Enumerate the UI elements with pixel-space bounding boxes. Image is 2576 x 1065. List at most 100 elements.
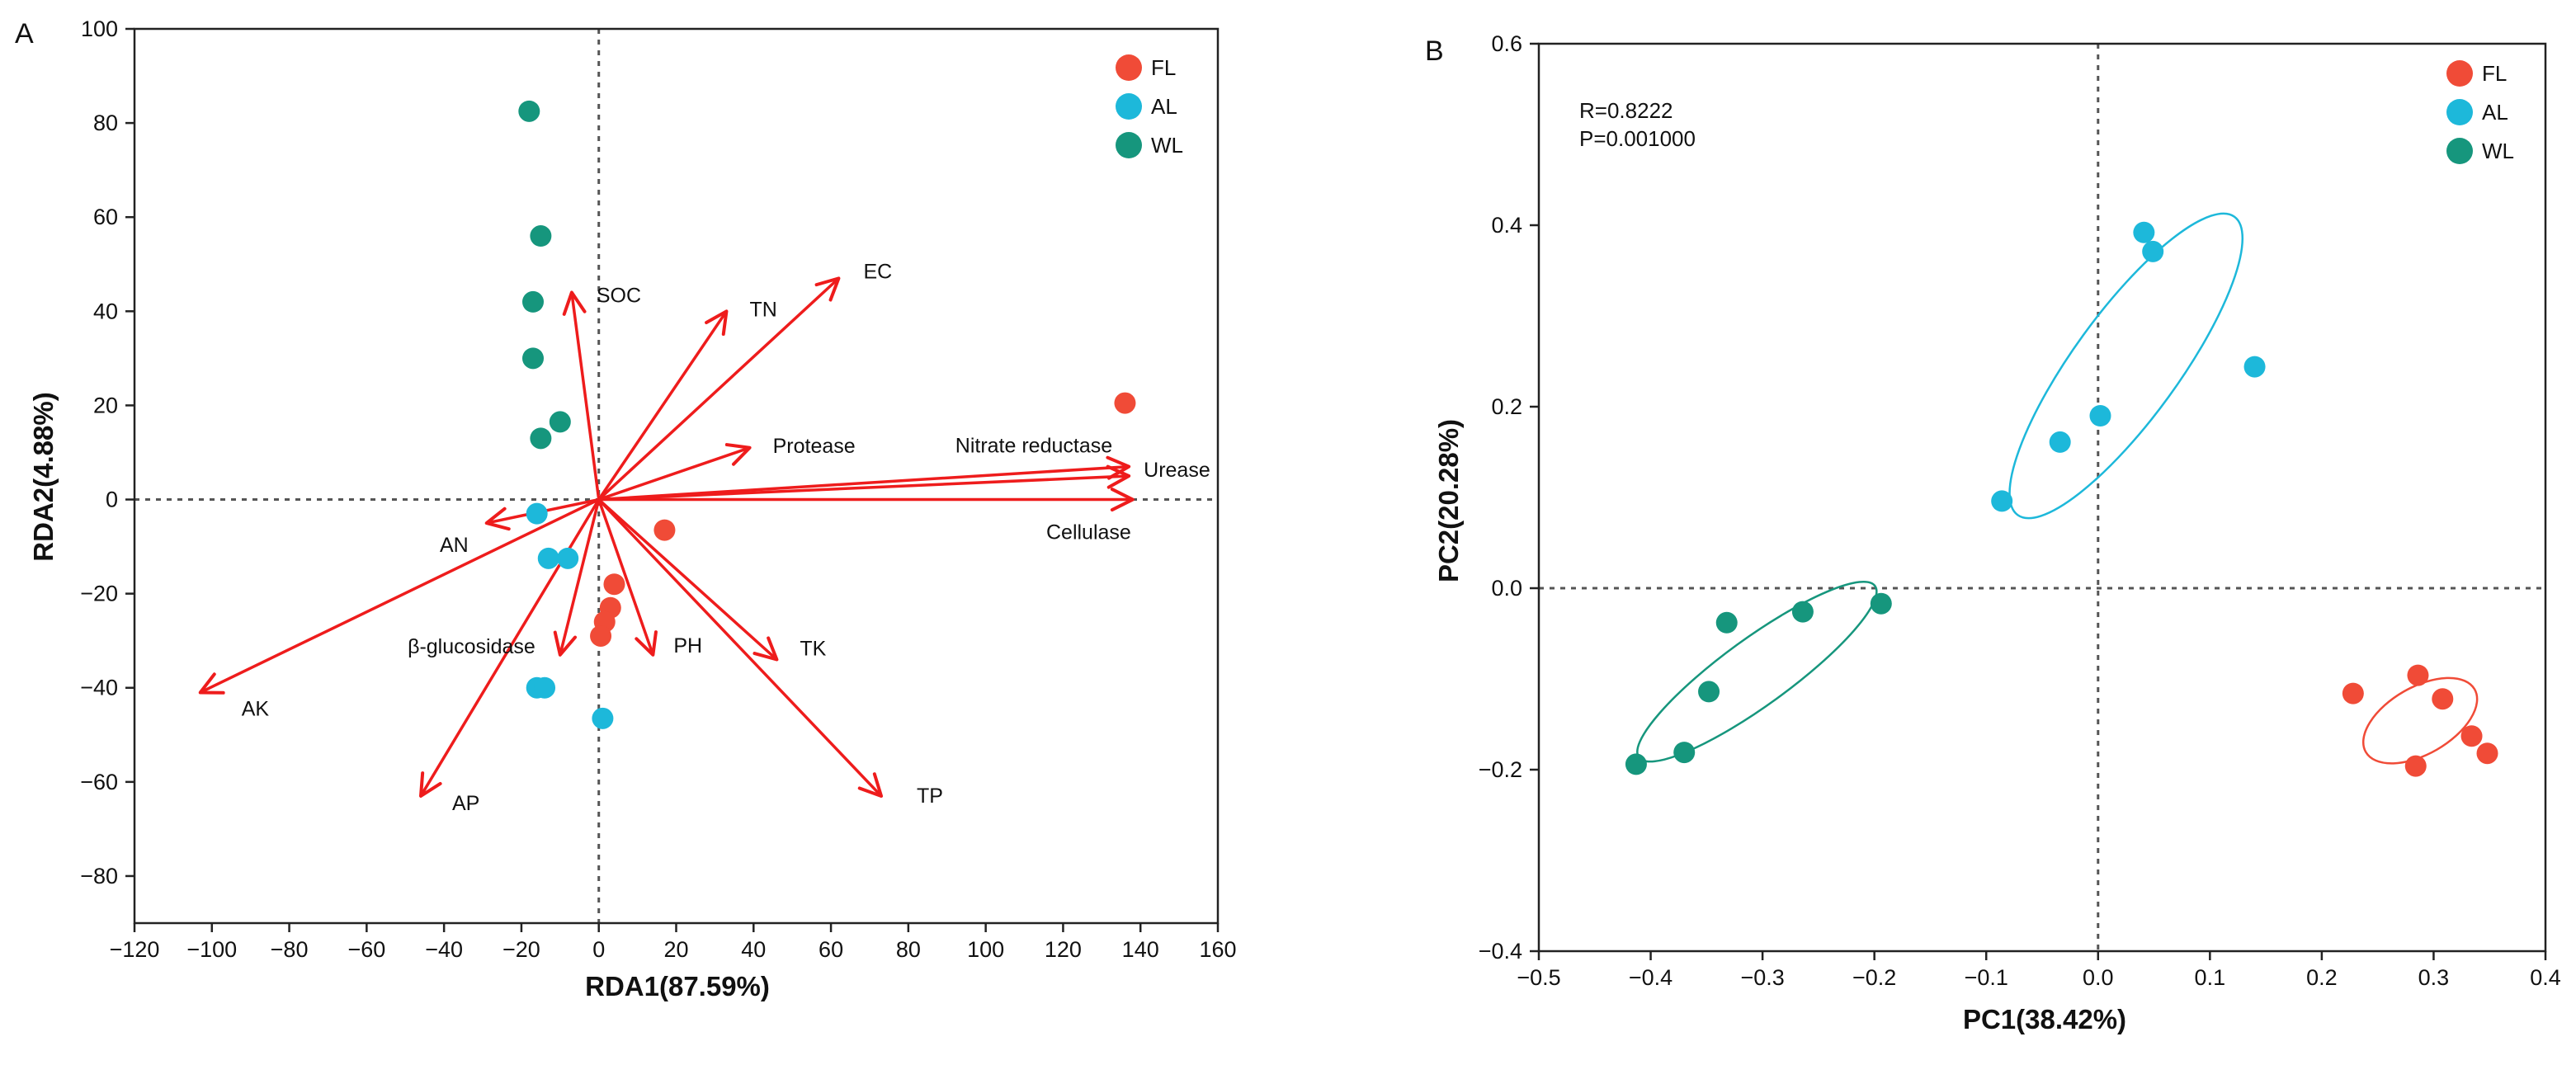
vector-label-ph: PH [673, 634, 702, 657]
x-tick-label: −80 [271, 937, 309, 962]
environmental-vectors: SOC TN EC Protease Nitrate reductase Urease Ce… [198, 260, 1210, 815]
point-wl [518, 100, 540, 122]
x-tick-label: 0.1 [2195, 965, 2226, 990]
ellipse-fl [2361, 676, 2479, 765]
vector-nitrate-reductase [598, 455, 1131, 502]
vector-label-tp: TP [917, 785, 943, 808]
point-wl [1791, 601, 1814, 623]
point-fl [2476, 742, 2498, 765]
x-tick-label: −100 [186, 937, 237, 962]
y-tick-label: 0.6 [1491, 31, 1522, 56]
x-tick-label: 0.3 [2418, 965, 2450, 990]
vector-label-cellulase: Cellulase [1046, 521, 1131, 544]
point-fl [2404, 755, 2427, 777]
point-al [2142, 240, 2164, 262]
x-tick-label: −60 [347, 937, 385, 962]
stat-p: P=0.001000 [1579, 126, 1696, 151]
x-tick-label: −0.5 [1517, 965, 1560, 990]
x-tick-label: 0.2 [2306, 965, 2338, 990]
vector-protease [598, 443, 752, 502]
legend-label-wl: WL [1151, 133, 1183, 158]
x-tick-label: −0.1 [1965, 965, 2008, 990]
point-wl [1870, 592, 1892, 615]
x-tick-label: 0.0 [2083, 965, 2114, 990]
y-tick-label: 0.2 [1491, 394, 1522, 419]
point-fl [653, 519, 676, 541]
y-tick-label: −0.2 [1479, 757, 1522, 782]
legend-marker-fl [2446, 60, 2473, 87]
vector-label-glucosidase: β-glucosidase [408, 635, 535, 658]
x-tick-label: −20 [502, 937, 540, 962]
x-axis-title: PC1(38.42%) [1963, 1004, 2126, 1034]
x-tick-label: 160 [1199, 937, 1236, 962]
point-wl [1715, 611, 1738, 634]
point-wl [1673, 742, 1696, 764]
x-axis-title: RDA1(87.59%) [585, 971, 770, 1001]
vector-label-ak: AK [242, 697, 270, 720]
sample-points [518, 100, 1136, 729]
vector-ph [597, 498, 658, 657]
legend-label-fl: FL [2482, 61, 2507, 86]
legend-marker-al [1116, 93, 1142, 120]
vector-ak [198, 497, 600, 695]
legend-marker-wl [2446, 138, 2473, 164]
point-fl [590, 624, 612, 647]
vector-tn [597, 309, 729, 501]
point-al [526, 502, 548, 525]
y-tick-label: 0.4 [1491, 213, 1522, 238]
point-al [1991, 490, 2013, 512]
x-tick-label: 120 [1045, 937, 1082, 962]
legend-label-fl: FL [1151, 55, 1176, 80]
x-tick-label: −120 [110, 937, 160, 962]
x-tick-label: 20 [663, 937, 688, 962]
y-tick-label: −20 [80, 582, 118, 606]
y-tick-label: 20 [93, 393, 118, 417]
vector-glucosidase [553, 499, 601, 657]
x-tick-label: −0.4 [1629, 965, 1673, 990]
legend-label-al: AL [1151, 94, 1177, 119]
point-fl [2407, 664, 2429, 686]
vector-label-ap: AP [452, 792, 479, 815]
point-al [2089, 405, 2111, 426]
point-fl [2460, 725, 2483, 747]
vector-label-ec: EC [863, 260, 892, 283]
x-tick-label: 0 [592, 937, 605, 962]
x-tick-label: −0.2 [1852, 965, 1896, 990]
y-tick-label: −60 [80, 770, 118, 794]
point-al [2049, 431, 2071, 453]
vector-tk [597, 498, 779, 662]
point-wl [521, 347, 544, 370]
vector-label-urease: Urease [1144, 459, 1210, 482]
legend-label-al: AL [2482, 100, 2508, 125]
point-al [537, 547, 559, 569]
sample-points [1625, 221, 2498, 777]
y-tick-label: 60 [93, 205, 118, 229]
panel-label-a: A [15, 18, 34, 49]
vector-label-an: AN [440, 534, 469, 557]
legend-marker-wl [1116, 132, 1142, 158]
plot-frame [1537, 42, 2547, 953]
vector-label-nitrate-reductase: Nitrate reductase [955, 435, 1112, 458]
y-tick-label: 0 [106, 488, 118, 512]
vector-label-tk: TK [800, 638, 826, 661]
vector-label-soc: SOC [597, 284, 641, 307]
point-al [2243, 356, 2266, 378]
pcoa-chart: B −0.5 −0.4 −0.3 −0.2 −0.1 0.0 0.1 0.2 0.3 0.4−0.… [1425, 31, 2561, 1034]
point-al [557, 547, 579, 569]
vector-tp [597, 498, 884, 798]
point-fl [2432, 688, 2454, 710]
point-wl [1625, 753, 1647, 775]
y-axis-title: PC2(20.28%) [1433, 419, 1464, 582]
vector-soc [562, 290, 601, 500]
x-tick-label: 140 [1122, 937, 1159, 962]
panel-label-b: B [1425, 35, 1444, 67]
y-tick-label: 40 [93, 299, 118, 323]
legend-marker-fl [1116, 54, 1142, 81]
point-al [534, 676, 556, 699]
point-wl [521, 290, 544, 313]
legend: FL AL WL [1116, 54, 1183, 158]
x-tick-label: 60 [819, 937, 843, 962]
y-tick-label: 100 [81, 16, 118, 41]
point-fl [603, 573, 625, 596]
